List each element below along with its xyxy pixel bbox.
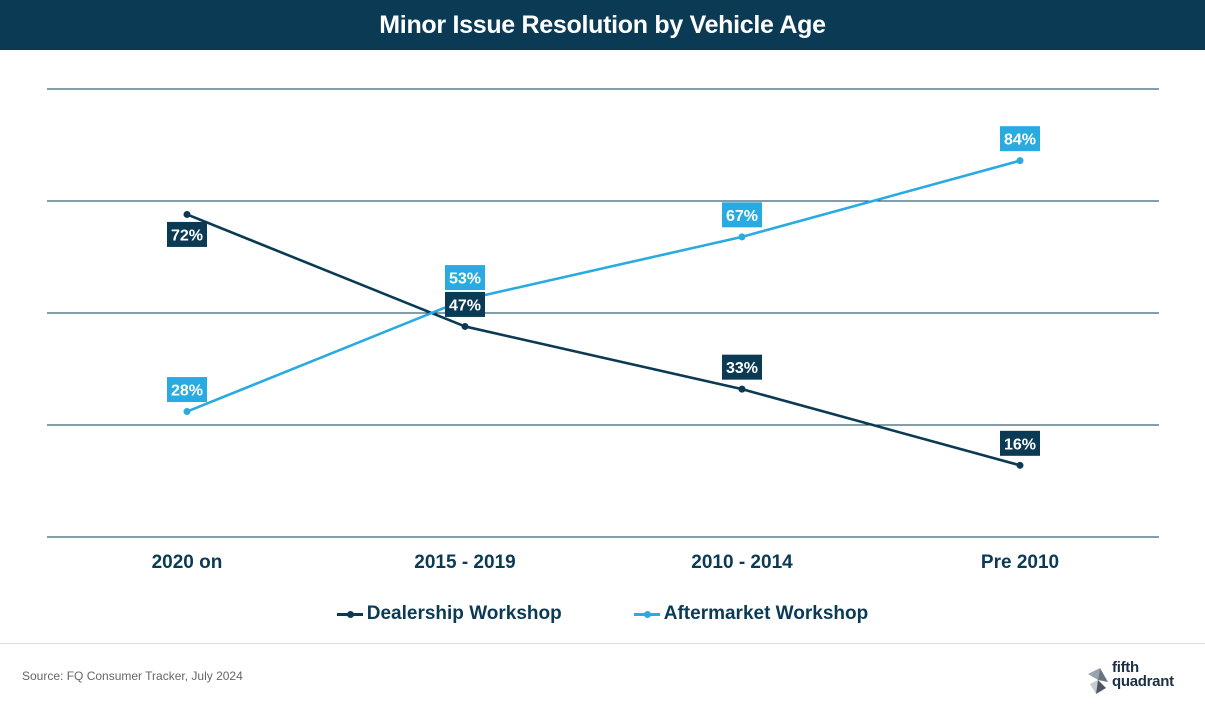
- chart-title: Minor Issue Resolution by Vehicle Age: [379, 10, 826, 39]
- legend-swatch-dealership: [336, 610, 363, 618]
- data-point: [183, 210, 191, 218]
- data-point: [1016, 461, 1024, 469]
- data-label: 84%: [1000, 126, 1040, 152]
- svg-text:53%: 53%: [449, 271, 481, 288]
- logo-mark-icon: [1088, 668, 1108, 694]
- legend-item-dealership: Dealership Workshop: [336, 603, 562, 625]
- legend-label-dealership: Dealership Workshop: [366, 603, 562, 624]
- series-line-aftermarket: [186, 159, 1021, 413]
- source-note: Source: FQ Consumer Tracker, July 2024: [22, 669, 243, 683]
- series-line-dealership: [186, 213, 1021, 467]
- data-point: [1016, 157, 1024, 165]
- data-label: 28%: [167, 377, 207, 403]
- svg-text:47%: 47%: [449, 297, 481, 314]
- data-label: 33%: [722, 354, 762, 380]
- x-tick-label: Pre 2010: [981, 552, 1059, 573]
- x-tick-label: 2020 on: [152, 552, 223, 573]
- line-chart: 72% 47% 33% 16% 28% 53% 67% 84% 2020 on 2015 - 2…: [47, 88, 1159, 573]
- data-point: [461, 322, 469, 330]
- data-label: 72%: [167, 221, 207, 247]
- title-bar: Minor Issue Resolution by Vehicle Age: [0, 0, 1205, 50]
- logo-line-1: fifth: [1112, 659, 1139, 676]
- svg-text:84%: 84%: [1004, 132, 1036, 149]
- x-tick-label: 2010 - 2014: [691, 552, 793, 573]
- svg-text:33%: 33%: [726, 360, 758, 377]
- data-point: [183, 408, 191, 416]
- legend-item-aftermarket: Aftermarket Workshop: [633, 603, 869, 625]
- x-tick-label: 2015 - 2019: [414, 552, 515, 573]
- data-label: 47%: [445, 291, 485, 317]
- svg-text:16%: 16%: [1004, 436, 1036, 453]
- svg-text:28%: 28%: [171, 383, 203, 400]
- footer-divider: [0, 643, 1205, 644]
- legend-label-aftermarket: Aftermarket Workshop: [663, 603, 869, 624]
- legend: Dealership Workshop Aftermarket Workshop: [0, 600, 1205, 628]
- legend-swatch-aftermarket: [633, 610, 660, 618]
- data-point: [738, 385, 746, 393]
- data-point: [738, 233, 746, 241]
- data-label: 53%: [445, 265, 485, 291]
- svg-text:67%: 67%: [726, 208, 758, 225]
- svg-text:72%: 72%: [171, 227, 203, 244]
- fifth-quadrant-logo: fifth quadrant: [1086, 660, 1196, 696]
- logo-line-2: quadrant: [1112, 673, 1174, 690]
- data-label: 16%: [1000, 430, 1040, 456]
- data-label: 67%: [722, 202, 762, 228]
